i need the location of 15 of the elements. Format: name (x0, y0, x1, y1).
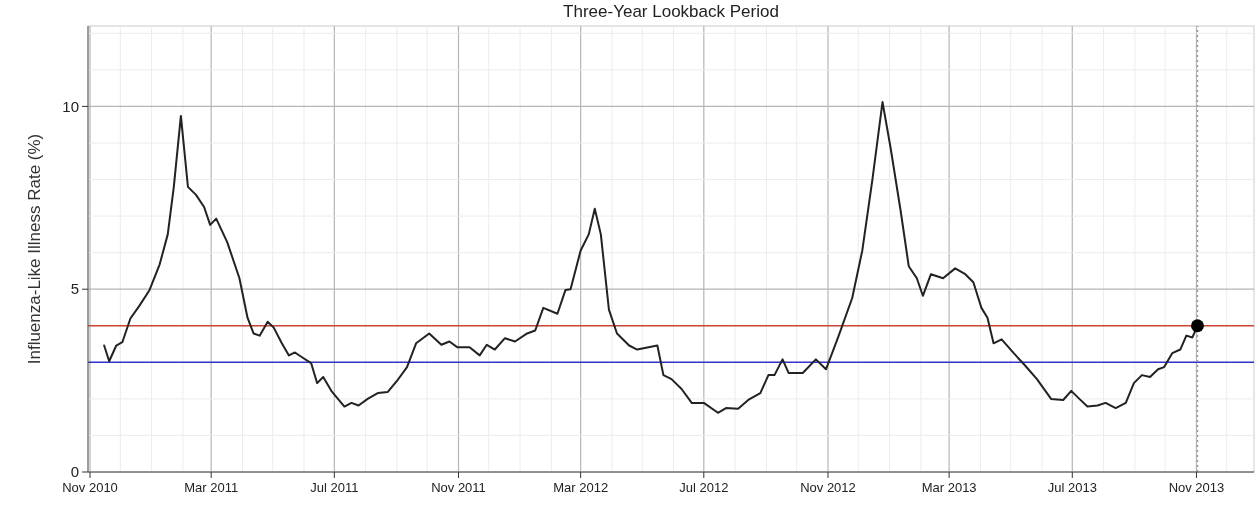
x-tick-label: Mar 2012 (553, 480, 609, 495)
x-tick-label: Nov 2013 (1168, 480, 1225, 495)
x-tick-label: Mar 2013 (921, 480, 977, 495)
x-tick-label: Nov 2010 (62, 480, 118, 495)
x-tick-label: Jul 2013 (1047, 480, 1097, 495)
x-tick-label: Jul 2011 (310, 480, 359, 495)
chart-title: Three-Year Lookback Period (563, 2, 779, 21)
x-tick-label: Nov 2011 (431, 480, 486, 495)
y-axis-title: Influenza-Like Illness Rate (%) (25, 133, 44, 365)
y-tick-label: 0 (70, 463, 79, 481)
x-tick-label: Mar 2011 (184, 480, 239, 495)
x-tick-label: Nov 2012 (800, 480, 856, 495)
x-tick-label: Jul 2012 (679, 480, 729, 495)
y-tick-label: 5 (70, 280, 79, 298)
y-tick-label: 10 (62, 97, 79, 115)
